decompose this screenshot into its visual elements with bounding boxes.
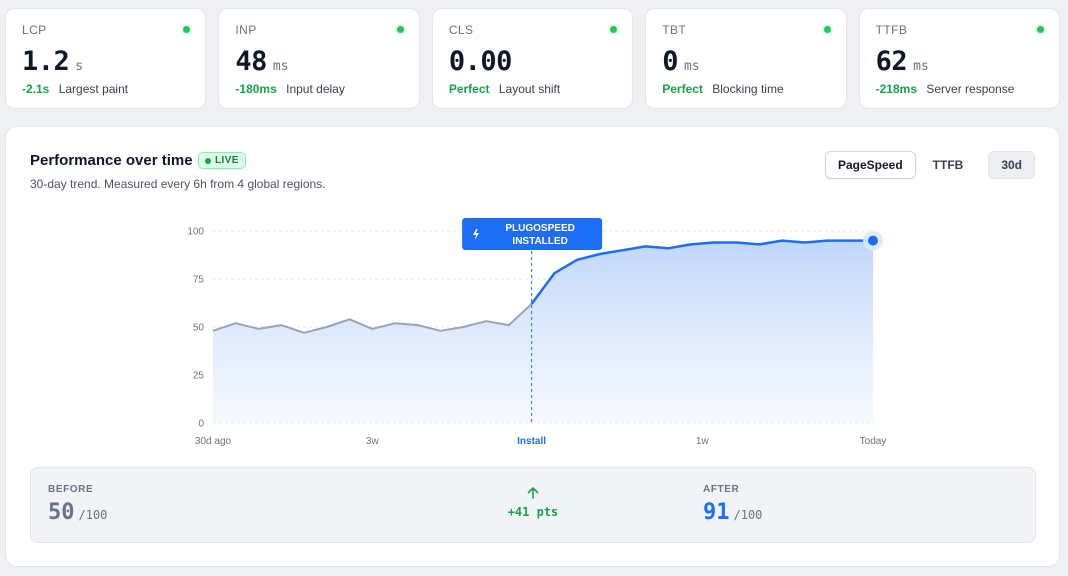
endpoint-dot (868, 235, 878, 246)
metric-delta: Perfect (448, 82, 490, 96)
metric-delta: -218ms (875, 82, 917, 96)
live-badge-label: LIVE (215, 155, 239, 166)
range-30d-button[interactable]: 30d (988, 151, 1035, 179)
metric-label: CLS (448, 23, 474, 37)
metric-label: TBT (662, 23, 687, 37)
install-label-line1: PLUGOSPEED (505, 223, 574, 234)
metric-value: 1.2 (22, 46, 70, 77)
metric-unit: ms (913, 59, 929, 74)
lightning-icon (473, 229, 480, 240)
install-label-box (462, 218, 603, 250)
delta-block: +41 pts (501, 486, 565, 519)
live-badge: LIVE (198, 152, 246, 169)
status-dot-icon (610, 26, 618, 33)
metrics-row: LCP 1.2 s -2.1s Largest paint INP 48 ms … (5, 8, 1061, 109)
before-label: BEFORE (48, 484, 94, 495)
live-dot-icon (205, 157, 211, 164)
metric-delta: Perfect (662, 82, 703, 96)
metric-value: 0.00 (448, 46, 513, 77)
y-tick-label: 0 (198, 419, 204, 430)
metric-card-cls: CLS 0.00 Perfect Layout shift (431, 8, 634, 109)
metric-description: Layout shift (498, 82, 561, 96)
metric-card-lcp: LCP 1.2 s -2.1s Largest paint (5, 8, 207, 109)
delta-points: +41 pts (507, 505, 559, 519)
chart-controls: PageSpeed TTFB 30d (824, 151, 1035, 179)
tab-pagespeed[interactable]: PageSpeed (824, 151, 916, 179)
metric-label: LCP (22, 23, 47, 37)
after-label: AFTER (703, 484, 740, 495)
tab-ttfb[interactable]: TTFB (920, 151, 977, 179)
metric-label: TTFB (875, 23, 908, 37)
y-tick-label: 100 (187, 227, 204, 238)
series-line-before (212, 303, 533, 334)
metric-description: Server response (926, 82, 1015, 96)
after-value: 91 (703, 500, 730, 525)
metric-unit: ms (272, 59, 289, 74)
status-dot-icon (823, 26, 831, 33)
metric-value: 48 (235, 46, 267, 77)
metric-delta: -2.1s (22, 82, 50, 96)
x-tick-label: 1w (696, 436, 710, 447)
metric-card-inp: INP 48 ms -180ms Input delay (218, 8, 420, 109)
metric-unit: ms (683, 59, 700, 74)
status-dot-icon (1037, 26, 1045, 33)
status-dot-icon (396, 26, 404, 33)
metric-value: 0 (662, 46, 678, 77)
metric-label: INP (235, 23, 257, 37)
performance-chart: 0 25 50 75 100 PLUGOSPEED INSTALLED 30d ago 3w… (187, 218, 887, 447)
arrow-up-icon (527, 487, 539, 499)
status-dot-icon (183, 26, 191, 33)
metric-card-ttfb: TTFB 62 ms -218ms Server response (858, 8, 1061, 109)
y-tick-label: 25 (193, 371, 205, 382)
performance-panel: Performance over time LIVE 30-day trend.… (5, 126, 1060, 567)
y-tick-label: 50 (193, 323, 205, 334)
metric-card-tbt: TBT 0 ms Perfect Blocking time (645, 8, 847, 109)
panel-subtitle: 30-day trend. Measured every 6h from 4 g… (30, 177, 326, 191)
metric-description: Largest paint (58, 82, 129, 96)
x-tick-label: 30d ago (195, 436, 232, 447)
install-label-line2: INSTALLED (512, 236, 567, 247)
series-line-after (530, 239, 873, 305)
before-denominator: /100 (78, 508, 108, 522)
before-value: 50 (48, 500, 75, 525)
metric-delta: -180ms (235, 82, 277, 96)
x-tick-label: Today (860, 436, 887, 447)
metric-description: Input delay (286, 82, 345, 96)
metric-unit: s (75, 59, 84, 74)
after-denominator: /100 (733, 508, 763, 522)
metric-value: 62 (875, 46, 908, 77)
x-tick-label: Install (517, 436, 546, 447)
area-fill (213, 240, 873, 423)
y-tick-label: 75 (193, 275, 205, 286)
before-after-summary: BEFORE 50 /100 +41 pts AFTER 91 /100 (30, 467, 1036, 543)
x-tick-label: 3w (366, 436, 380, 447)
metric-description: Blocking time (712, 82, 784, 96)
panel-title: Performance over time (30, 152, 193, 169)
